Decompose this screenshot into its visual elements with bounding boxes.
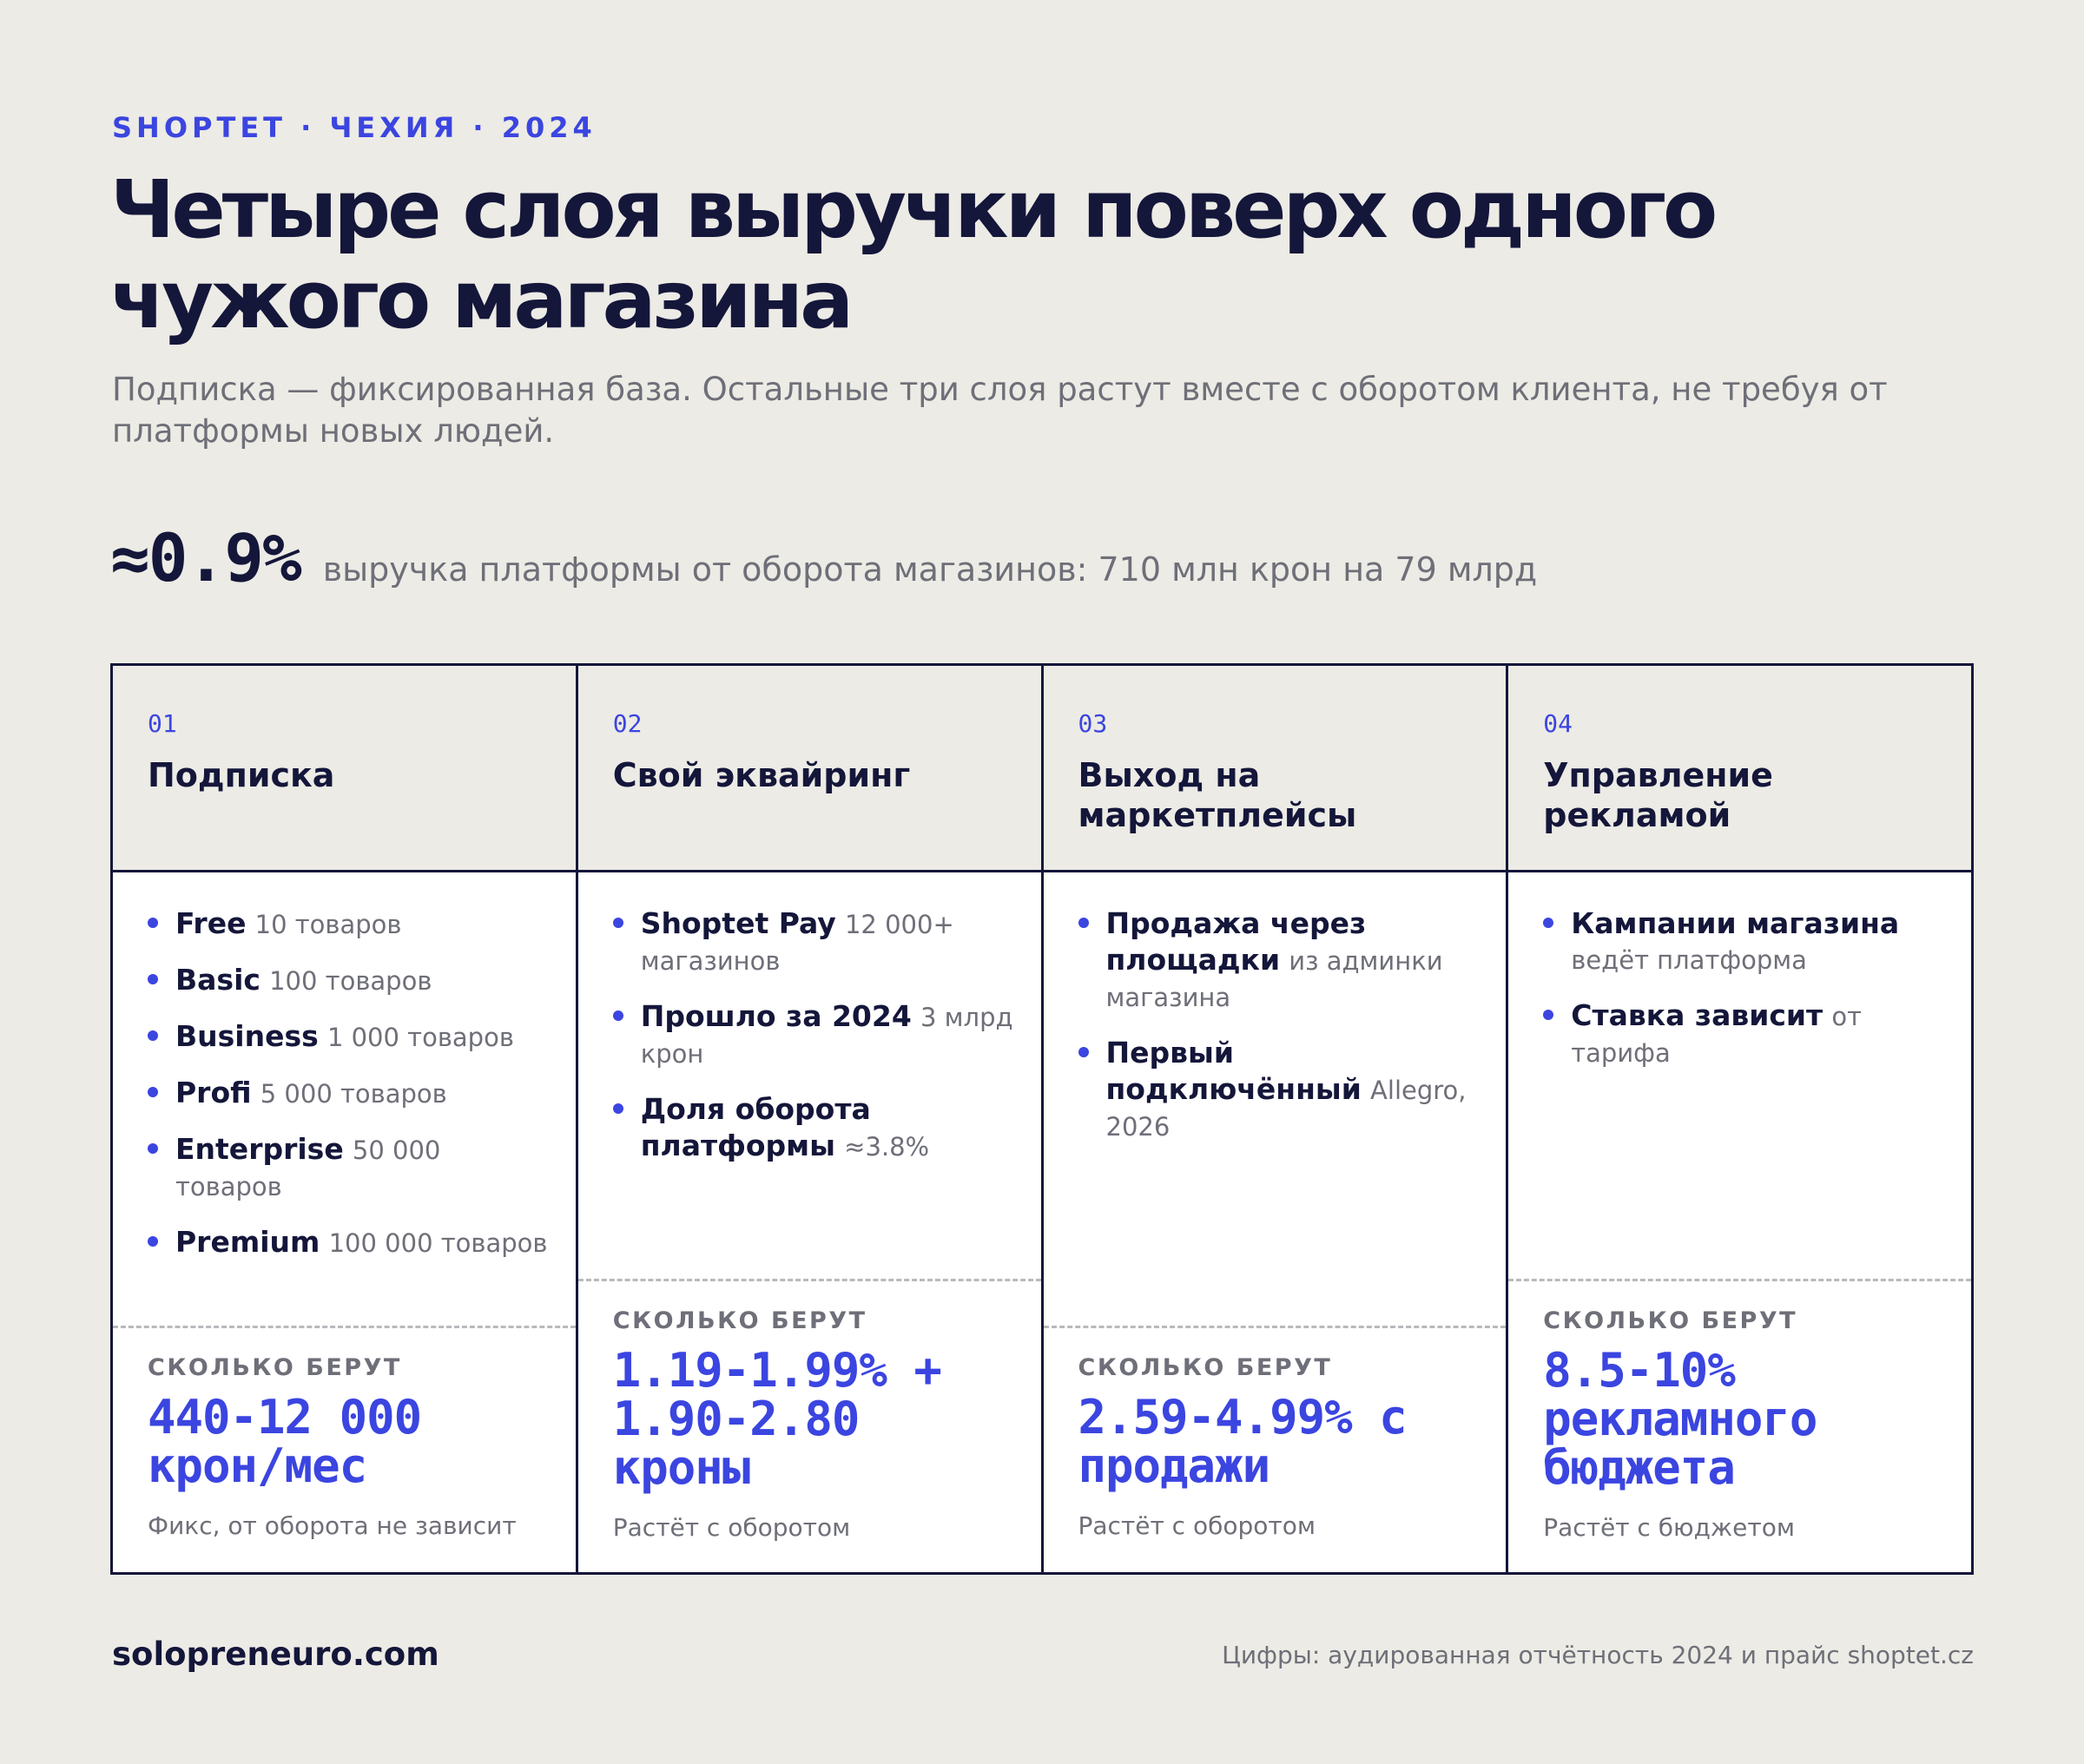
item-name: Доля оборота платформы [640,1092,871,1162]
item-name: Shoptet Pay [640,906,836,940]
tier-list: Free 10 товаров Basic 100 товаров Busine… [148,905,550,1261]
item-name: Basic [175,963,260,997]
fact-list: Продажа через площадки из админки магази… [1078,905,1481,1145]
kicker: SHOPTET · ЧЕХИЯ · 2024 [112,111,597,144]
item-name: Profi [175,1076,252,1109]
price-note: Фикс, от оборота не зависит [148,1511,517,1540]
layer-number: 02 [612,709,643,738]
item-detail: 12 000+ магазинов [640,910,954,976]
layer-title: Выход на маркетплейсы [1078,756,1357,834]
item-name: Прошло за 2024 [640,999,912,1033]
stat-label: выручка платформы от оборота магазинов: … [322,550,1538,589]
list-item: Shoptet Pay 12 000+ магазинов [612,905,1015,979]
column-body: Продажа через площадки из админки магази… [1043,872,1507,1572]
list-item: Premium 100 000 товаров [148,1224,550,1261]
fact-list: Кампании магазина ведёт платформа Ставка… [1543,905,1945,1071]
price-value: 2.59-4.99% с продажи [1078,1390,1408,1493]
layer-column-acquiring: 02 Свой эквайринг Shoptet Pay 12 000+ ма… [575,666,1041,1572]
price-label: СКОЛЬКО БЕРУТ [148,1354,402,1381]
price-block: СКОЛЬКО БЕРУТ 440-12 000 крон/мес Фикс, … [113,1326,576,1572]
layer-column-marketplaces: 03 Выход на маркетплейсы Продажа через п… [1040,666,1507,1572]
price-note: Растёт с бюджетом [1543,1513,1795,1542]
item-name: Free [175,906,247,940]
item-detail: 50 000 товаров [175,1135,441,1201]
item-name: Продажа через площадки [1105,906,1367,977]
item-detail: 10 товаров [254,910,402,939]
column-header: 03 Выход на маркетплейсы [1043,666,1507,872]
list-item: Profi 5 000 товаров [148,1075,550,1112]
column-body: Кампании магазина ведёт платформа Ставка… [1508,872,1971,1572]
item-detail: 1 000 товаров [326,1023,514,1052]
layer-title: Управление рекламой [1543,756,1773,834]
item-detail: ведёт платформа [1571,945,1807,975]
price-note: Растёт с оборотом [1078,1511,1316,1540]
list-item: Продажа через площадки из админки магази… [1078,905,1481,1016]
price-block: СКОЛЬКО БЕРУТ 8.5-10% рекламного бюджета… [1508,1279,1971,1572]
price-block: СКОЛЬКО БЕРУТ 1.19-1.99% + 1.90-2.80 кро… [577,1279,1041,1572]
layer-column-advertising: 04 Управление рекламой Кампании магазина… [1506,666,1971,1572]
price-value: 1.19-1.99% + 1.90-2.80 кроны [612,1343,942,1495]
fact-list: Shoptet Pay 12 000+ магазинов Прошло за … [612,905,1015,1165]
list-item: Первый подключённый Allegro, 2026 [1078,1035,1481,1145]
item-detail: из админки магазина [1105,946,1443,1012]
list-item: Free 10 товаров [148,905,550,943]
list-item: Business 1 000 товаров [148,1018,550,1056]
site-link[interactable]: solopreneuro.com [112,1636,439,1673]
list-item: Прошло за 2024 3 млрд крон [612,998,1015,1072]
list-item: Basic 100 товаров [148,962,550,999]
price-label: СКОЛЬКО БЕРУТ [1078,1354,1333,1381]
item-name: Первый подключённый [1105,1036,1362,1106]
price-value: 8.5-10% рекламного бюджета [1543,1343,1817,1495]
layer-column-subscription: 01 Подписка Free 10 товаров Basic 100 то… [113,666,576,1572]
item-name: Кампании магазина [1571,906,1900,940]
price-note: Растёт с оборотом [612,1513,851,1542]
list-item: Enterprise 50 000 товаров [148,1131,550,1205]
headline-stat: ≈0.9% выручка платформы от оборота магаз… [110,519,1537,596]
price-block: СКОЛЬКО БЕРУТ 2.59-4.99% с продажи Растё… [1043,1326,1507,1572]
layer-number: 01 [148,709,177,738]
layer-number: 04 [1543,709,1573,738]
source-note: Цифры: аудированная отчётность 2024 и пр… [1222,1641,1974,1669]
item-detail: ≈3.8% [844,1132,930,1162]
item-name: Business [175,1019,319,1053]
column-header: 01 Подписка [113,666,576,872]
page-title: Четыре слоя выручки поверх одного чужого… [110,163,1718,346]
item-detail: 5 000 товаров [260,1079,447,1109]
layer-title: Подписка [148,756,335,794]
list-item: Ставка зависит от тарифа [1543,997,1945,1071]
list-item: Доля оборота платформы ≈3.8% [612,1091,1015,1165]
item-detail: 3 млрд крон [640,1003,1013,1069]
item-name: Premium [175,1225,320,1259]
price-label: СКОЛЬКО БЕРУТ [612,1307,867,1334]
item-detail: 100 000 товаров [328,1228,548,1258]
stat-value: ≈0.9% [110,519,302,596]
item-detail: от тарифа [1571,1002,1862,1068]
column-header: 02 Свой эквайринг [577,666,1041,872]
column-body: Free 10 товаров Basic 100 товаров Busine… [113,872,576,1572]
item-detail: Allegro, 2026 [1105,1076,1467,1142]
column-header: 04 Управление рекламой [1508,666,1971,872]
layer-number: 03 [1078,709,1108,738]
item-name: Enterprise [175,1132,344,1166]
item-detail: 100 товаров [269,966,432,996]
item-name: Ставка зависит [1571,998,1824,1032]
price-value: 440-12 000 крон/мес [148,1390,422,1493]
layer-title: Свой эквайринг [612,756,911,794]
list-item: Кампании магазина ведёт платформа [1543,905,1945,978]
column-body: Shoptet Pay 12 000+ магазинов Прошло за … [577,872,1041,1572]
revenue-layers-table: 01 Подписка Free 10 товаров Basic 100 то… [110,663,1974,1575]
subtitle: Подписка — фиксированная база. Остальные… [112,371,1888,450]
price-label: СКОЛЬКО БЕРУТ [1543,1307,1798,1334]
